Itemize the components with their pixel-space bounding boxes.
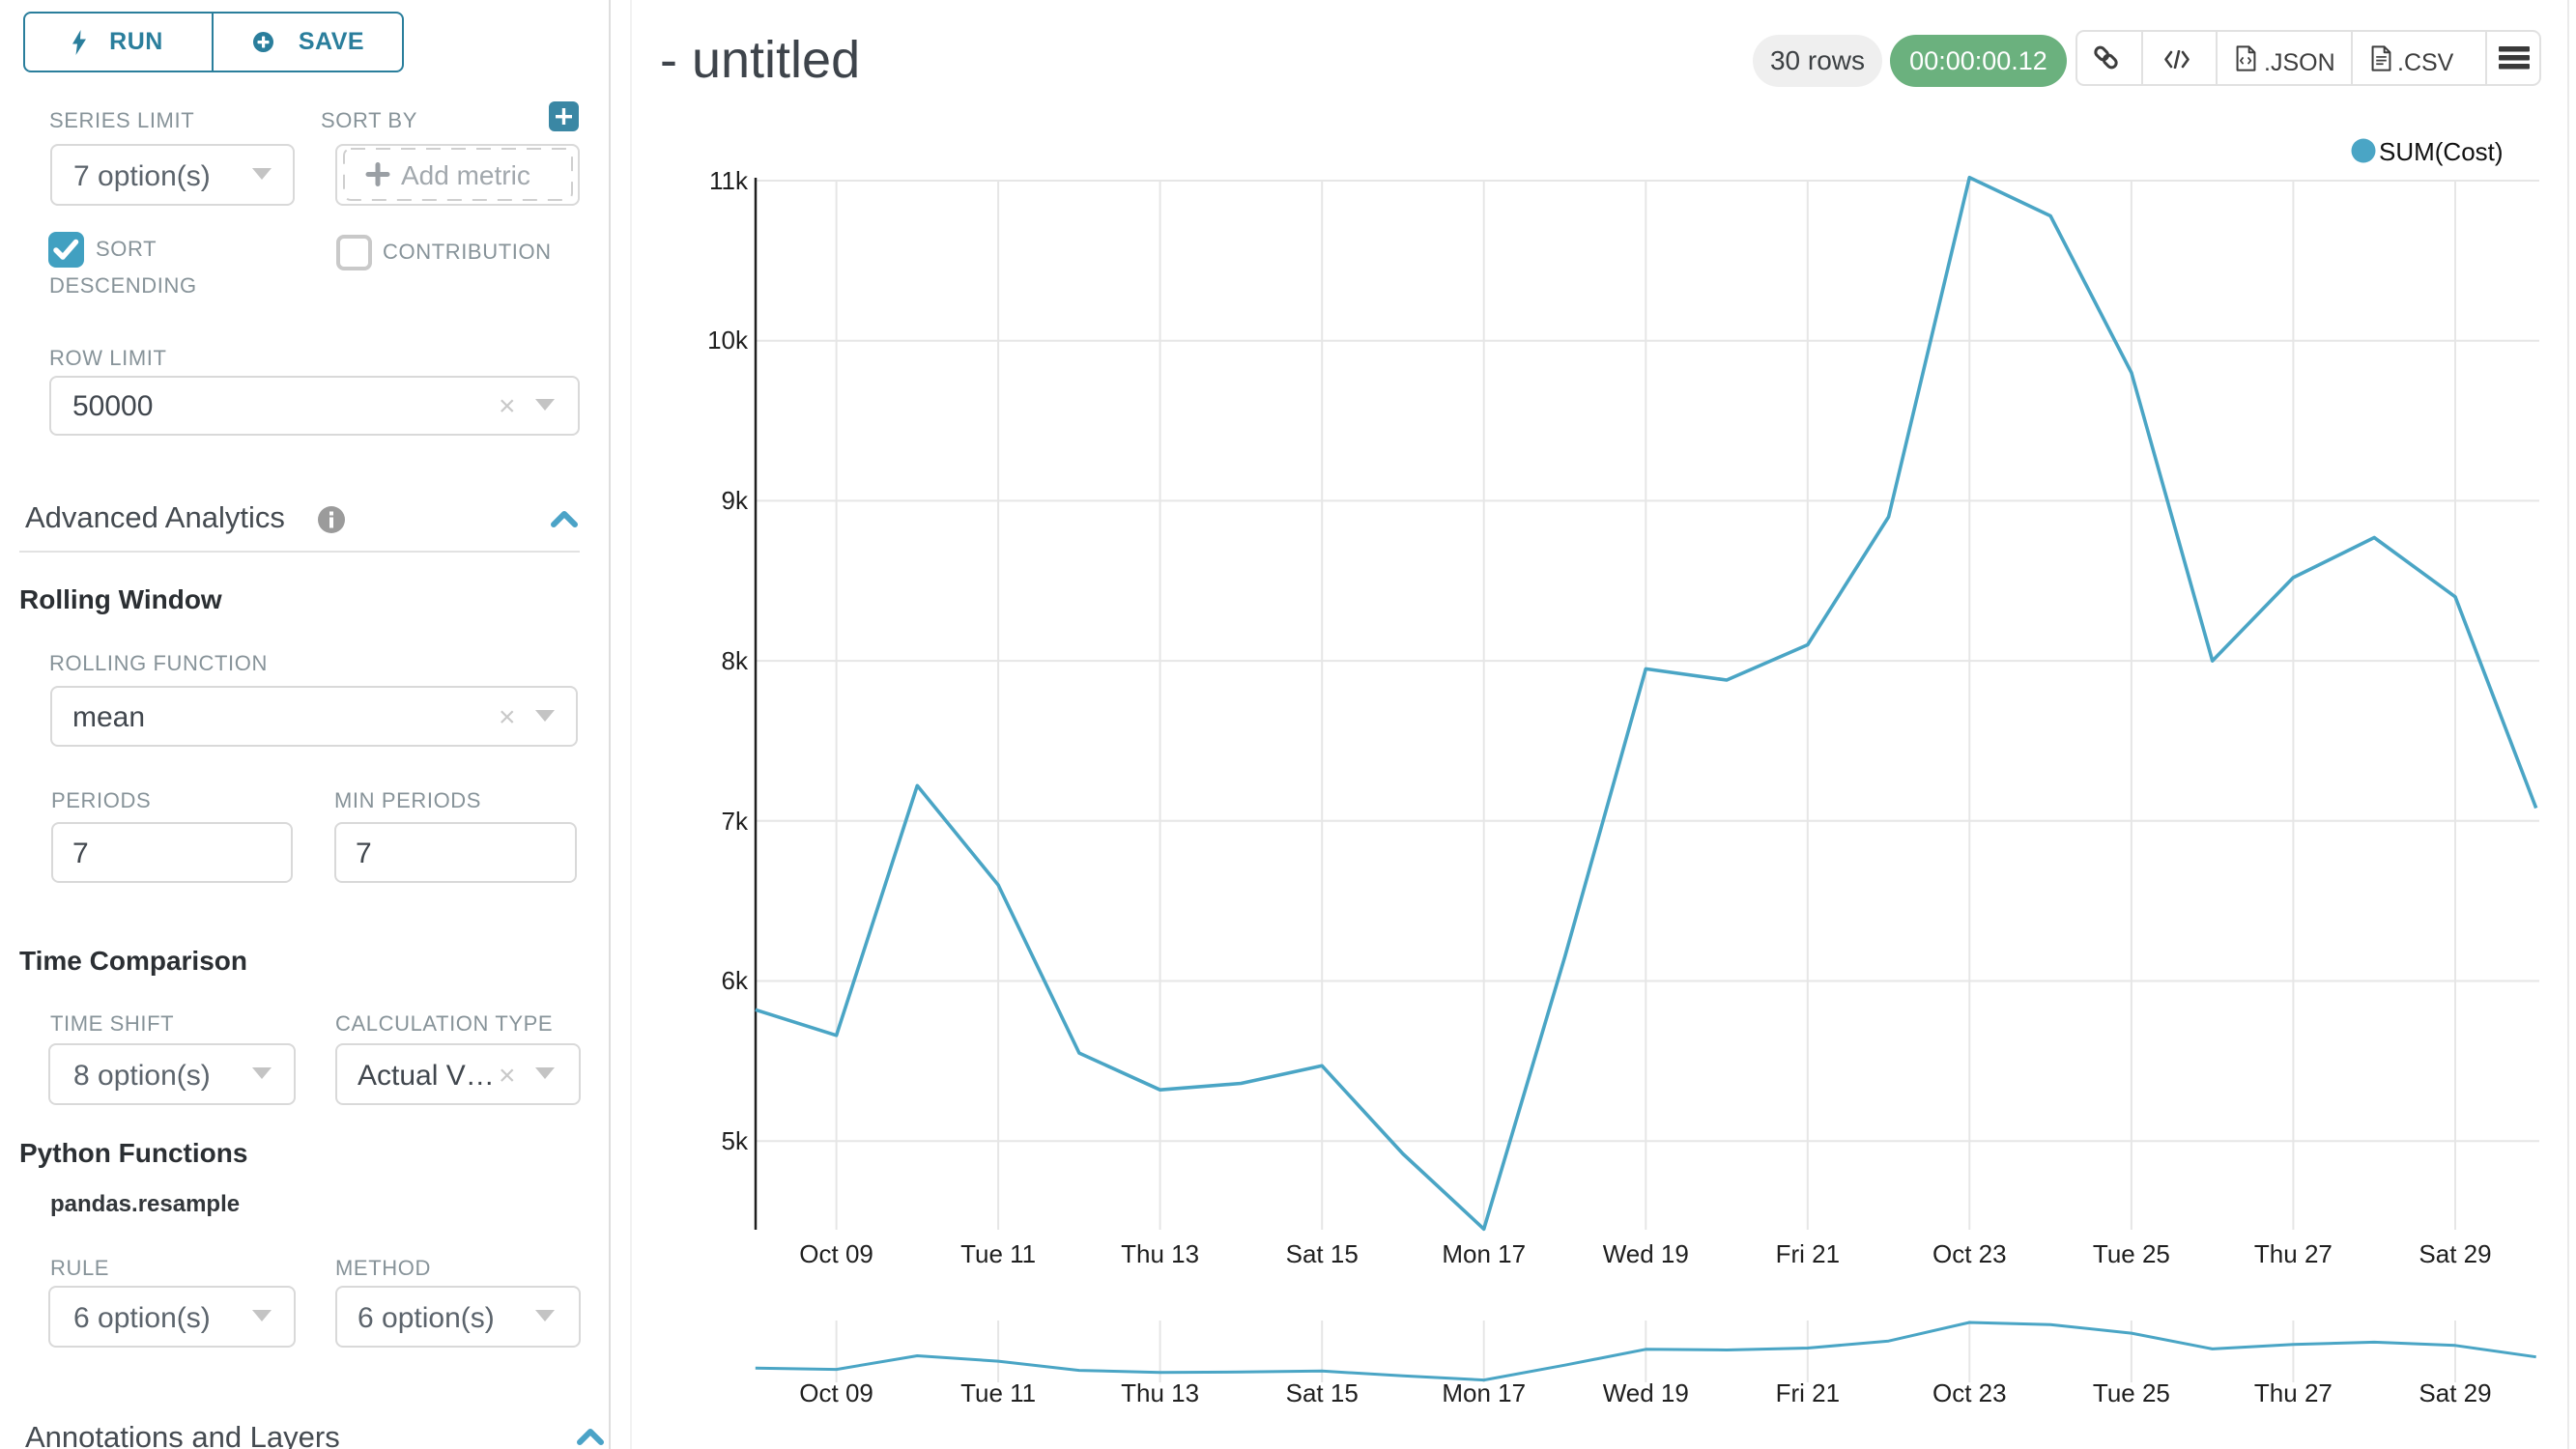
svg-text:Oct 23: Oct 23 bbox=[1932, 1239, 2007, 1268]
svg-text:11k: 11k bbox=[709, 166, 749, 195]
svg-text:10k: 10k bbox=[707, 326, 749, 355]
svg-text:Oct 09: Oct 09 bbox=[799, 1239, 873, 1268]
svg-text:Thu 13: Thu 13 bbox=[1121, 1378, 1199, 1407]
svg-text:7k: 7k bbox=[722, 807, 749, 836]
svg-text:Sat 29: Sat 29 bbox=[2419, 1378, 2491, 1407]
svg-text:Fri 21: Fri 21 bbox=[1776, 1239, 1840, 1268]
svg-text:Tue 25: Tue 25 bbox=[2093, 1378, 2170, 1407]
svg-text:8k: 8k bbox=[722, 646, 749, 675]
svg-text:Mon 17: Mon 17 bbox=[1442, 1239, 1526, 1268]
svg-text:Thu 27: Thu 27 bbox=[2254, 1239, 2333, 1268]
svg-text:9k: 9k bbox=[722, 486, 749, 515]
svg-text:5k: 5k bbox=[722, 1126, 749, 1155]
svg-text:Tue 11: Tue 11 bbox=[960, 1239, 1036, 1268]
svg-text:SUM(Cost): SUM(Cost) bbox=[2379, 137, 2504, 166]
svg-text:Sat 15: Sat 15 bbox=[1286, 1239, 1359, 1268]
svg-text:Thu 27: Thu 27 bbox=[2254, 1378, 2333, 1407]
svg-text:Oct 23: Oct 23 bbox=[1932, 1378, 2007, 1407]
svg-text:Thu 13: Thu 13 bbox=[1121, 1239, 1199, 1268]
svg-text:Wed 19: Wed 19 bbox=[1603, 1378, 1689, 1407]
svg-text:Tue 25: Tue 25 bbox=[2093, 1239, 2170, 1268]
svg-text:Fri 21: Fri 21 bbox=[1776, 1378, 1840, 1407]
svg-text:Wed 19: Wed 19 bbox=[1603, 1239, 1689, 1268]
svg-text:Tue 11: Tue 11 bbox=[960, 1378, 1036, 1407]
svg-text:Sat 15: Sat 15 bbox=[1286, 1378, 1359, 1407]
svg-text:Mon 17: Mon 17 bbox=[1442, 1378, 1526, 1407]
svg-text:6k: 6k bbox=[722, 966, 749, 995]
svg-text:Sat 29: Sat 29 bbox=[2419, 1239, 2491, 1268]
svg-text:Oct 09: Oct 09 bbox=[799, 1378, 873, 1407]
